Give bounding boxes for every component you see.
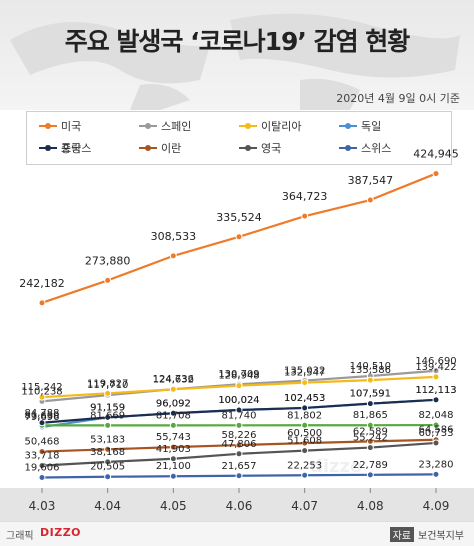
- x-tick-label: 4.03: [29, 499, 56, 513]
- data-point: [170, 473, 176, 479]
- data-label: 335,524: [216, 211, 262, 224]
- source-tag: 자료: [390, 527, 414, 542]
- footer-bar: 그래픽 DIZZO 자료 보건복지부: [0, 521, 474, 546]
- data-label: 128,948: [218, 371, 259, 382]
- data-point: [433, 471, 439, 477]
- data-point: [367, 377, 373, 383]
- data-point: [170, 386, 176, 392]
- data-label: 132,547: [284, 368, 325, 379]
- data-label: 387,547: [348, 174, 394, 187]
- data-label: 47,806: [222, 439, 257, 450]
- x-tick-label: 4.05: [160, 499, 187, 513]
- data-label: 242,182: [19, 277, 65, 290]
- data-label: 82,048: [419, 410, 454, 421]
- data-label: 81,740: [222, 410, 257, 421]
- data-label: 100,024: [218, 395, 259, 406]
- data-label: 33,718: [25, 451, 60, 462]
- brand-prefix: 그래픽: [6, 527, 34, 542]
- data-point: [105, 474, 111, 480]
- data-point: [367, 197, 373, 203]
- data-label: 53,183: [90, 434, 125, 445]
- data-point: [367, 472, 373, 478]
- data-label: 119,827: [87, 378, 128, 389]
- data-point: [302, 380, 308, 386]
- data-point: [433, 171, 439, 177]
- source-credit: 자료 보건복지부: [390, 527, 464, 542]
- data-point: [170, 422, 176, 428]
- data-point: [236, 473, 242, 479]
- data-label: 21,100: [156, 461, 191, 472]
- watermark: dizzo: [310, 456, 362, 477]
- x-tick-label: 4.08: [357, 499, 384, 513]
- data-point: [170, 253, 176, 259]
- line-chart: 4.03 4.04 4.05 4.06 4.07 4.08 4.09 242,182 273,…: [0, 0, 474, 521]
- data-label: 21,657: [222, 461, 257, 472]
- x-axis: 4.03 4.04 4.05 4.06 4.07 4.08 4.09: [0, 488, 474, 521]
- data-point: [302, 213, 308, 219]
- data-label: 112,113: [415, 385, 456, 396]
- data-point: [39, 474, 45, 480]
- data-point: [367, 445, 373, 451]
- data-point: [236, 422, 242, 428]
- data-label: 81,802: [287, 410, 322, 421]
- data-label: 107,591: [350, 389, 391, 400]
- data-label: 124,632: [153, 374, 194, 385]
- data-point: [433, 374, 439, 380]
- data-label: 308,533: [151, 230, 197, 243]
- data-label: 135,586: [350, 365, 391, 376]
- x-tick-label: 4.09: [423, 499, 450, 513]
- data-point: [367, 401, 373, 407]
- data-point: [433, 397, 439, 403]
- data-label: 96,092: [156, 398, 191, 409]
- data-point: [236, 451, 242, 457]
- x-tick-label: 4.07: [291, 499, 318, 513]
- data-label: 91,159: [90, 402, 125, 413]
- data-label: 364,723: [282, 190, 328, 203]
- series-1: [39, 171, 439, 306]
- data-point: [433, 440, 439, 446]
- data-label: 38,168: [90, 447, 125, 458]
- data-point: [302, 472, 308, 478]
- data-label: 81,865: [353, 410, 388, 421]
- data-point: [105, 422, 111, 428]
- data-point: [105, 277, 111, 283]
- data-label: 51,608: [287, 436, 322, 447]
- data-point: [105, 390, 111, 396]
- data-point: [236, 234, 242, 240]
- data-label: 115,242: [21, 382, 62, 393]
- data-label: 23,280: [419, 459, 454, 470]
- data-label: 50,468: [25, 437, 60, 448]
- data-label: 20,505: [90, 462, 125, 473]
- source-text: 보건복지부: [418, 531, 464, 542]
- data-label: 84,788: [25, 408, 60, 419]
- data-label: 424,945: [413, 148, 459, 161]
- data-label: 273,880: [85, 254, 131, 267]
- brand-logo: DIZZO: [40, 526, 81, 539]
- data-point: [302, 448, 308, 454]
- x-tick-label: 4.06: [226, 499, 253, 513]
- data-label: 55,242: [353, 433, 388, 444]
- data-label: 81,708: [156, 410, 191, 421]
- data-point: [236, 383, 242, 389]
- data-label: 55,743: [156, 432, 191, 443]
- data-label: 19,606: [25, 462, 60, 473]
- data-label: 41,903: [156, 444, 191, 455]
- data-label: 102,453: [284, 393, 325, 404]
- data-point: [39, 300, 45, 306]
- x-tick-label: 4.04: [94, 499, 121, 513]
- data-label: 139,422: [415, 362, 456, 373]
- series-9: [39, 471, 439, 480]
- data-label: 60,733: [419, 428, 454, 439]
